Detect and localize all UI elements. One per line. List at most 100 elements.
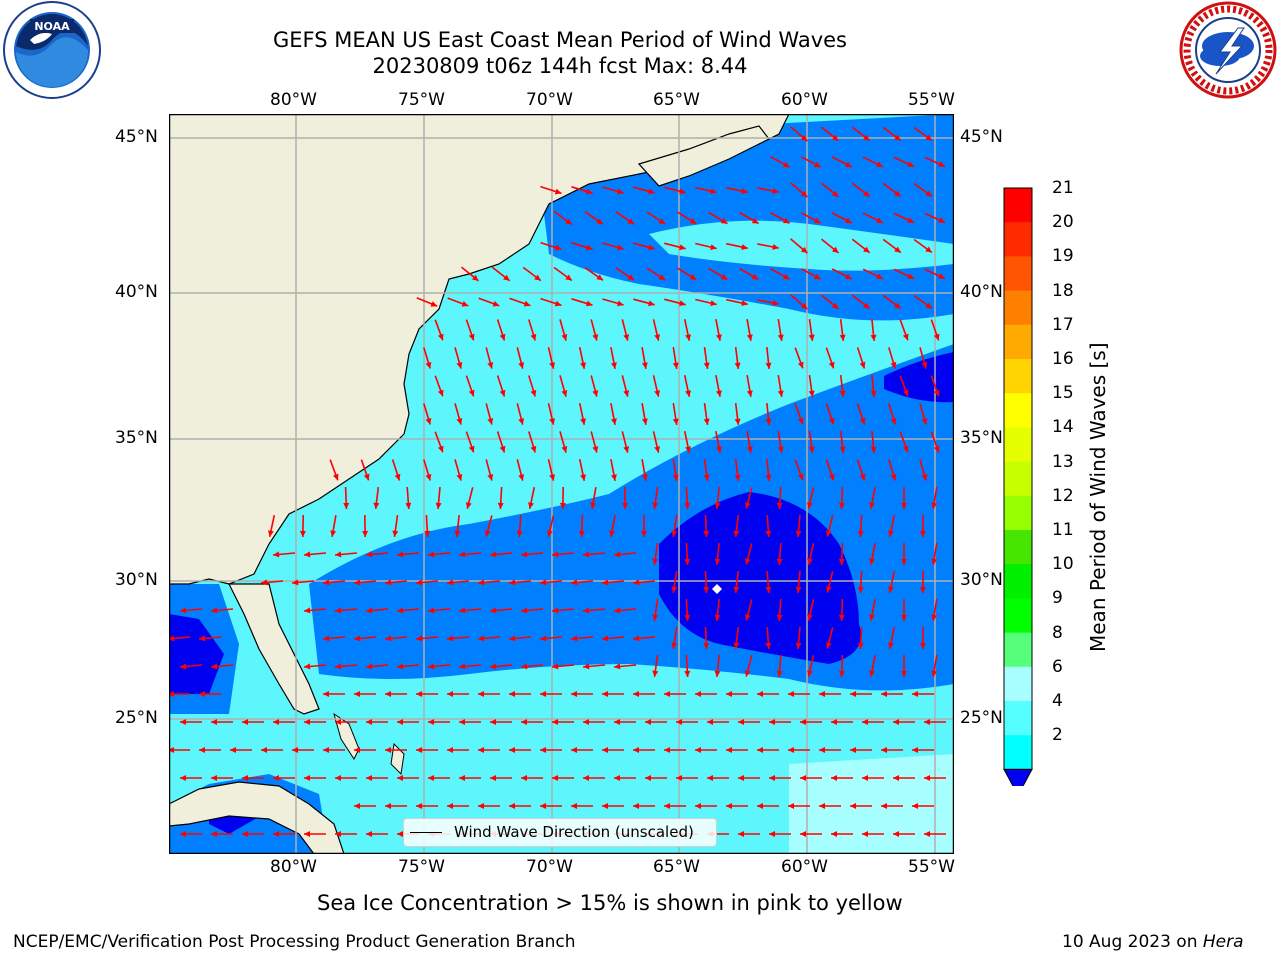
wave-direction-arrowhead <box>490 775 496 781</box>
wave-direction-arrowhead <box>578 530 585 537</box>
wave-direction-arrowhead <box>565 274 572 281</box>
wave-direction-arrowhead <box>622 502 629 509</box>
colorbar-extend-arrow <box>1003 768 1033 786</box>
wave-direction-arrowhead <box>611 474 617 481</box>
wave-direction-arrowhead <box>366 831 372 837</box>
wave-direction-arrowhead <box>583 663 590 670</box>
wave-direction-arrowhead <box>459 775 465 781</box>
wave-direction-arrowhead <box>765 474 772 481</box>
wave-direction-arrowhead <box>627 274 635 281</box>
colorbar-segment <box>1004 324 1032 360</box>
wave-direction-arrowhead <box>845 161 852 167</box>
wave-direction-arrowhead <box>554 244 562 251</box>
wave-direction-arrowhead <box>765 530 772 537</box>
wave-direction-arrowhead <box>571 635 578 642</box>
wave-direction-arrowhead <box>602 691 608 697</box>
wave-direction-arrowhead <box>679 244 686 251</box>
wave-direction-arrowhead <box>211 719 217 725</box>
colorbar-segment <box>1004 564 1032 599</box>
wave-direction-arrowhead <box>888 530 894 537</box>
wave-direction-arrowhead <box>870 446 877 453</box>
wave-direction-arrowhead <box>684 670 691 677</box>
wave-direction-arrowhead <box>751 217 759 224</box>
wave-direction-arrowhead <box>894 302 901 309</box>
wave-direction-arrowhead <box>292 579 299 586</box>
wave-direction-arrowhead <box>323 579 330 586</box>
wave-direction-arrowhead <box>859 361 866 369</box>
colorbar-segment <box>1004 598 1032 634</box>
wave-direction-arrowhead <box>808 446 815 453</box>
wave-direction-arrowhead <box>609 530 615 537</box>
lat-label-left: 35°N <box>115 428 158 448</box>
wave-direction-arrowhead <box>366 719 372 725</box>
wave-direction-arrowhead <box>641 418 648 425</box>
wave-direction-arrowhead <box>304 719 310 725</box>
wave-direction-arrowhead <box>335 663 342 670</box>
wave-direction-arrowhead <box>437 389 444 397</box>
wave-direction-arrowhead <box>782 217 790 224</box>
wave-direction-arrowhead <box>902 389 909 397</box>
wave-direction-arrowhead <box>800 134 808 142</box>
wave-direction-arrowhead <box>869 670 875 677</box>
wave-direction-arrowhead <box>516 530 523 537</box>
wave-direction-arrowhead <box>614 775 620 781</box>
wave-direction-arrowhead <box>273 831 279 837</box>
wave-direction-arrowhead <box>304 663 311 670</box>
wave-direction-arrowhead <box>782 273 790 280</box>
wave-direction-arrowhead <box>746 390 753 397</box>
wave-direction-arrowhead <box>478 691 484 697</box>
wave-direction-arrowhead <box>565 218 572 225</box>
chart-title: GEFS MEAN US East Coast Mean Period of W… <box>0 27 1120 79</box>
wave-direction-arrowhead <box>695 803 701 809</box>
colorbar-segment <box>1004 701 1032 736</box>
colorbar-tick-label: 19 <box>1052 246 1074 267</box>
wave-direction-arrowhead <box>703 530 710 537</box>
wave-direction-arrowhead <box>478 579 485 586</box>
colorbar-border <box>1003 187 1033 770</box>
wave-direction-arrowhead <box>454 530 461 537</box>
wave-direction-arrowhead <box>658 274 666 280</box>
wave-direction-arrowhead <box>685 446 691 453</box>
wave-direction-arrowhead <box>330 530 337 537</box>
wave-direction-arrowhead <box>648 188 655 195</box>
wave-direction-arrowhead <box>509 803 515 809</box>
wave-direction-arrowhead <box>788 803 794 809</box>
wave-direction-arrowhead <box>838 670 845 677</box>
wave-direction-arrowhead <box>623 446 630 453</box>
wave-direction-arrowhead <box>641 531 647 537</box>
wave-direction-arrowhead <box>845 273 852 279</box>
colorbar <box>1003 187 1033 786</box>
wave-direction-arrowhead <box>769 831 775 837</box>
wave-direction-arrowhead <box>671 642 678 649</box>
wave-direction-arrowhead <box>509 747 515 753</box>
wave-direction-arrowhead <box>211 607 218 614</box>
wave-direction-arrowhead <box>554 300 562 307</box>
wave-direction-arrowhead <box>733 586 740 593</box>
wave-direction-arrowhead <box>437 445 444 453</box>
wave-direction-arrowhead <box>416 579 423 586</box>
wave-direction-arrowhead <box>788 747 794 753</box>
wave-direction-arrowhead <box>397 831 403 837</box>
wave-direction-arrowhead <box>890 417 897 425</box>
wave-direction-arrowhead <box>744 502 751 509</box>
wave-direction-arrowhead <box>703 642 710 649</box>
wave-direction-arrowhead <box>592 334 599 341</box>
wave-direction-arrowhead <box>738 719 744 725</box>
wave-direction-arrowhead <box>571 747 577 753</box>
wave-direction-arrowhead <box>428 719 434 725</box>
wave-direction-arrowhead <box>782 161 790 168</box>
wave-direction-arrowhead <box>921 362 928 369</box>
wave-direction-arrowhead <box>776 614 783 621</box>
wave-direction-arrowhead <box>664 803 670 809</box>
legend-line-sample <box>410 832 442 833</box>
wave-direction-arrowhead <box>571 579 578 586</box>
colorbar-segment <box>1004 427 1032 463</box>
wave-direction-arrowhead <box>518 418 525 425</box>
wave-direction-arrowhead <box>335 719 341 725</box>
wave-direction-arrowhead <box>447 747 453 753</box>
wave-direction-arrowhead <box>746 334 753 341</box>
wave-direction-arrowhead <box>703 362 710 369</box>
wave-direction-arrowhead <box>366 607 373 614</box>
wave-direction-arrowhead <box>825 642 832 649</box>
wave-direction-arrowhead <box>509 691 515 697</box>
